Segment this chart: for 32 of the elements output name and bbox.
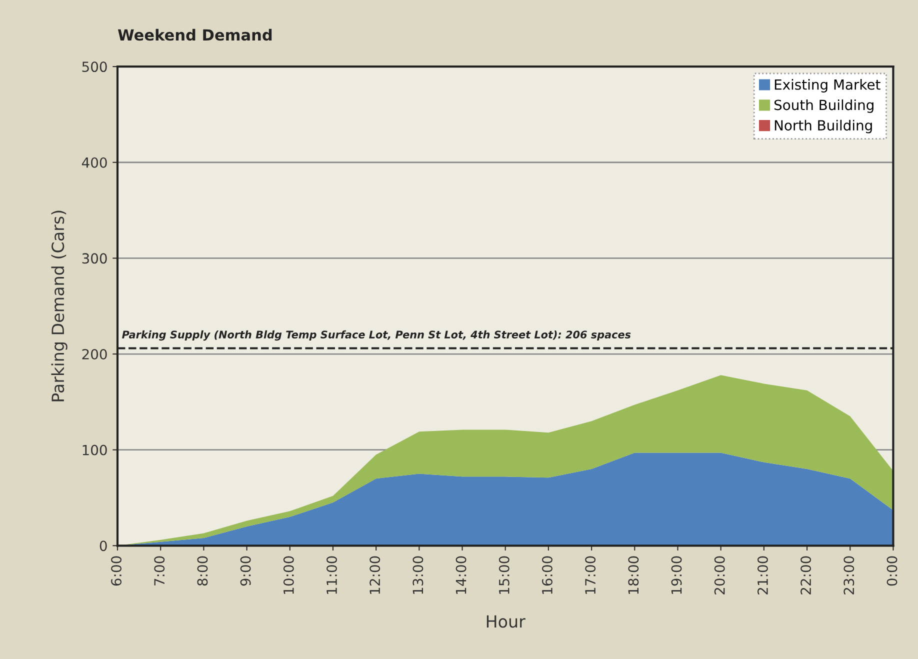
x-tick-label: 6:00 [111,556,122,586]
x-tick-label: 23:00 [844,556,854,594]
y-axis-title: Parking Demand (Cars) [51,210,68,402]
legend-label: South Building [774,99,874,113]
x-tick-label: 16:00 [542,556,552,594]
x-axis-title: Hour [486,615,526,628]
x-tick-label: 19:00 [671,556,682,594]
x-tick-label: 17:00 [585,556,596,594]
legend-label: Existing Market [774,79,880,92]
x-tick-label: 21:00 [757,556,768,594]
y-tick-label: 500 [82,62,107,72]
x-tick-label: 20:00 [714,556,725,594]
x-tick-label: 0:00 [886,556,898,586]
chart-title: Weekend Demand [118,28,272,41]
ref-line-label: Parking Supply (North Bldg Temp Surface Lot, Penn St Lot, 4th Street Lot): 206 spaces [122,330,631,341]
y-tick-label: 300 [82,253,107,264]
legend-label: North Building [774,120,872,134]
x-tick-label: 8:00 [197,556,208,586]
x-tick-label: 7:00 [154,556,165,586]
x-tick-label: 11:00 [326,556,338,594]
x-tick-label: 18:00 [628,556,639,594]
x-tick-label: 22:00 [800,556,812,594]
y-tick-label: 100 [82,444,107,456]
x-tick-label: 10:00 [283,556,294,594]
x-tick-label: 14:00 [456,556,466,594]
y-tick-label: 200 [82,348,107,360]
x-tick-label: 13:00 [412,556,424,594]
x-tick-label: 15:00 [498,556,510,594]
y-tick-label: 0 [100,540,107,552]
y-tick-label: 400 [82,157,107,168]
x-tick-label: 12:00 [370,556,380,594]
x-tick-label: 9:00 [240,556,251,586]
